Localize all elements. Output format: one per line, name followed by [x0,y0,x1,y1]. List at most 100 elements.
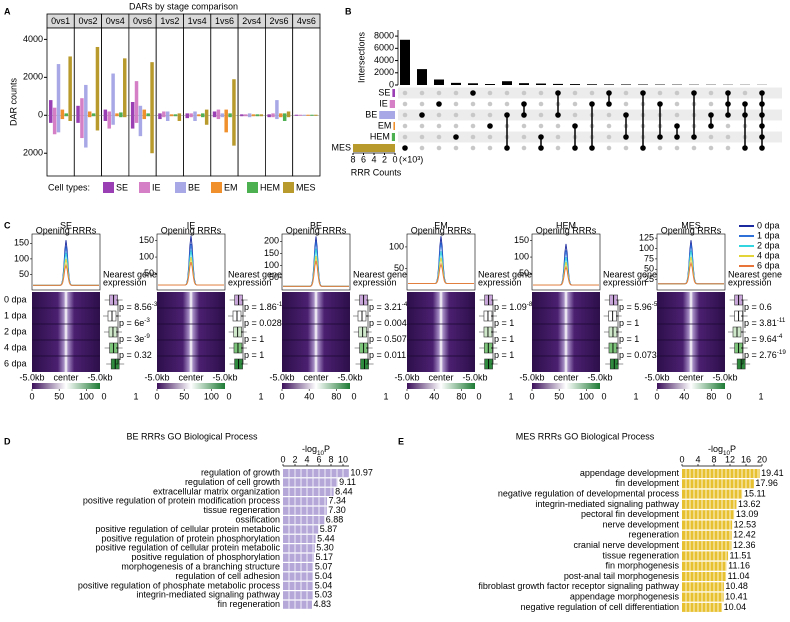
member-dot [606,90,612,96]
x-tick-label: 6 [361,154,366,164]
facet-frame [183,27,212,177]
empty-dot [572,101,578,107]
facet-label: 1vs4 [188,16,207,26]
member-dot [759,145,765,151]
bracket [116,347,119,365]
colorbar [407,383,475,389]
empty-dot [657,145,663,151]
category-label: fin morphogenesis [605,561,679,571]
empty-dot [555,145,561,151]
bar [201,115,205,118]
x-tick-label: 8 [328,454,333,464]
heat-x-label: center [53,372,78,382]
member-dot [623,112,629,118]
facet-label: 2vs4 [242,16,261,26]
bar [417,69,427,85]
p-value: p = 0.507 [369,334,407,344]
empty-dot [606,134,612,140]
empty-dot [470,134,476,140]
bar [587,84,597,85]
bar [134,81,139,116]
value-label: 12.36 [733,540,756,550]
facet-label: 0vs6 [133,16,152,26]
panel-title: BE [310,220,322,230]
empty-dot [606,145,612,151]
bar [271,115,275,118]
bar [107,111,111,116]
x-tick-label: 2 [292,454,297,464]
bar [682,592,724,602]
category-label: appendage morphogenesis [570,591,680,601]
colorbar-label: 0 [279,391,284,401]
value-label: 7.30 [328,505,346,515]
value-label: 8.44 [335,486,353,496]
p-value-part: p = 3.81 [744,318,777,328]
member-dot [504,145,510,151]
facet-label: 1vs6 [215,16,234,26]
category-label: tissue regeneration [602,550,679,560]
bar [177,115,182,121]
empty-dot [419,123,425,129]
bar [197,115,201,117]
category-label: ossification [235,514,280,524]
expression-label: expression [353,277,397,287]
p-value: p = 1 [244,350,264,360]
bar [283,469,349,478]
set-label: MES [331,142,351,152]
bar [240,115,244,117]
bar [138,105,143,116]
bar [197,114,201,116]
legend-swatch [247,182,258,193]
empty-dot [470,123,476,129]
empty-dot [402,112,408,118]
y-tick-label: 25 [644,274,654,284]
bar [216,109,221,116]
bar [228,115,232,118]
heat-x-label: -5.0kb [269,372,294,382]
bar [150,62,154,116]
bar [68,115,72,121]
category-label: regulation of cell adhesion [175,571,280,581]
bar [255,114,260,116]
empty-dot [436,145,442,151]
value-label: 10.48 [725,581,748,591]
y-tick-label: 50 [269,272,279,282]
profile-frame [406,233,476,291]
category-label: fin regeneration [217,599,280,609]
bar [52,107,57,116]
bar [138,115,143,137]
colorbar-label: 100 [204,391,219,401]
expression-label: Nearest gene [728,269,782,279]
bar [682,530,732,540]
bar [201,113,205,116]
member-dot [657,101,663,107]
p-value: p = 0.32 [119,350,152,360]
set-label: BE [365,109,377,119]
p-value-part: p = 2.76 [744,350,777,360]
y-tick-label: 2000 [23,148,43,158]
p-value-part: p = 0.011 [369,350,406,360]
x-tick-label: 4 [304,454,309,464]
bar [682,541,732,551]
member-dot [725,90,731,96]
member-dot [402,145,408,151]
bar [107,115,111,129]
bar [84,115,88,148]
p-value: p = 3e-9 [119,333,150,344]
heatmap [282,292,350,372]
bar [621,84,631,85]
p-value-part: -19 [777,349,787,356]
facet-label: 0vs4 [106,16,125,26]
empty-dot [572,112,578,118]
heatmap [157,292,225,372]
y-tick-label: 50 [19,269,29,279]
legend-label: 6 dpa [757,260,780,270]
y-tick-label: 50 [644,264,654,274]
y-tick-label: 100 [14,253,29,263]
empty-dot [453,101,459,107]
bar [204,109,209,116]
bar [302,114,306,116]
y-tick-label: 100 [639,243,654,253]
y-tick-label: 150 [14,238,29,248]
bar [123,58,127,116]
